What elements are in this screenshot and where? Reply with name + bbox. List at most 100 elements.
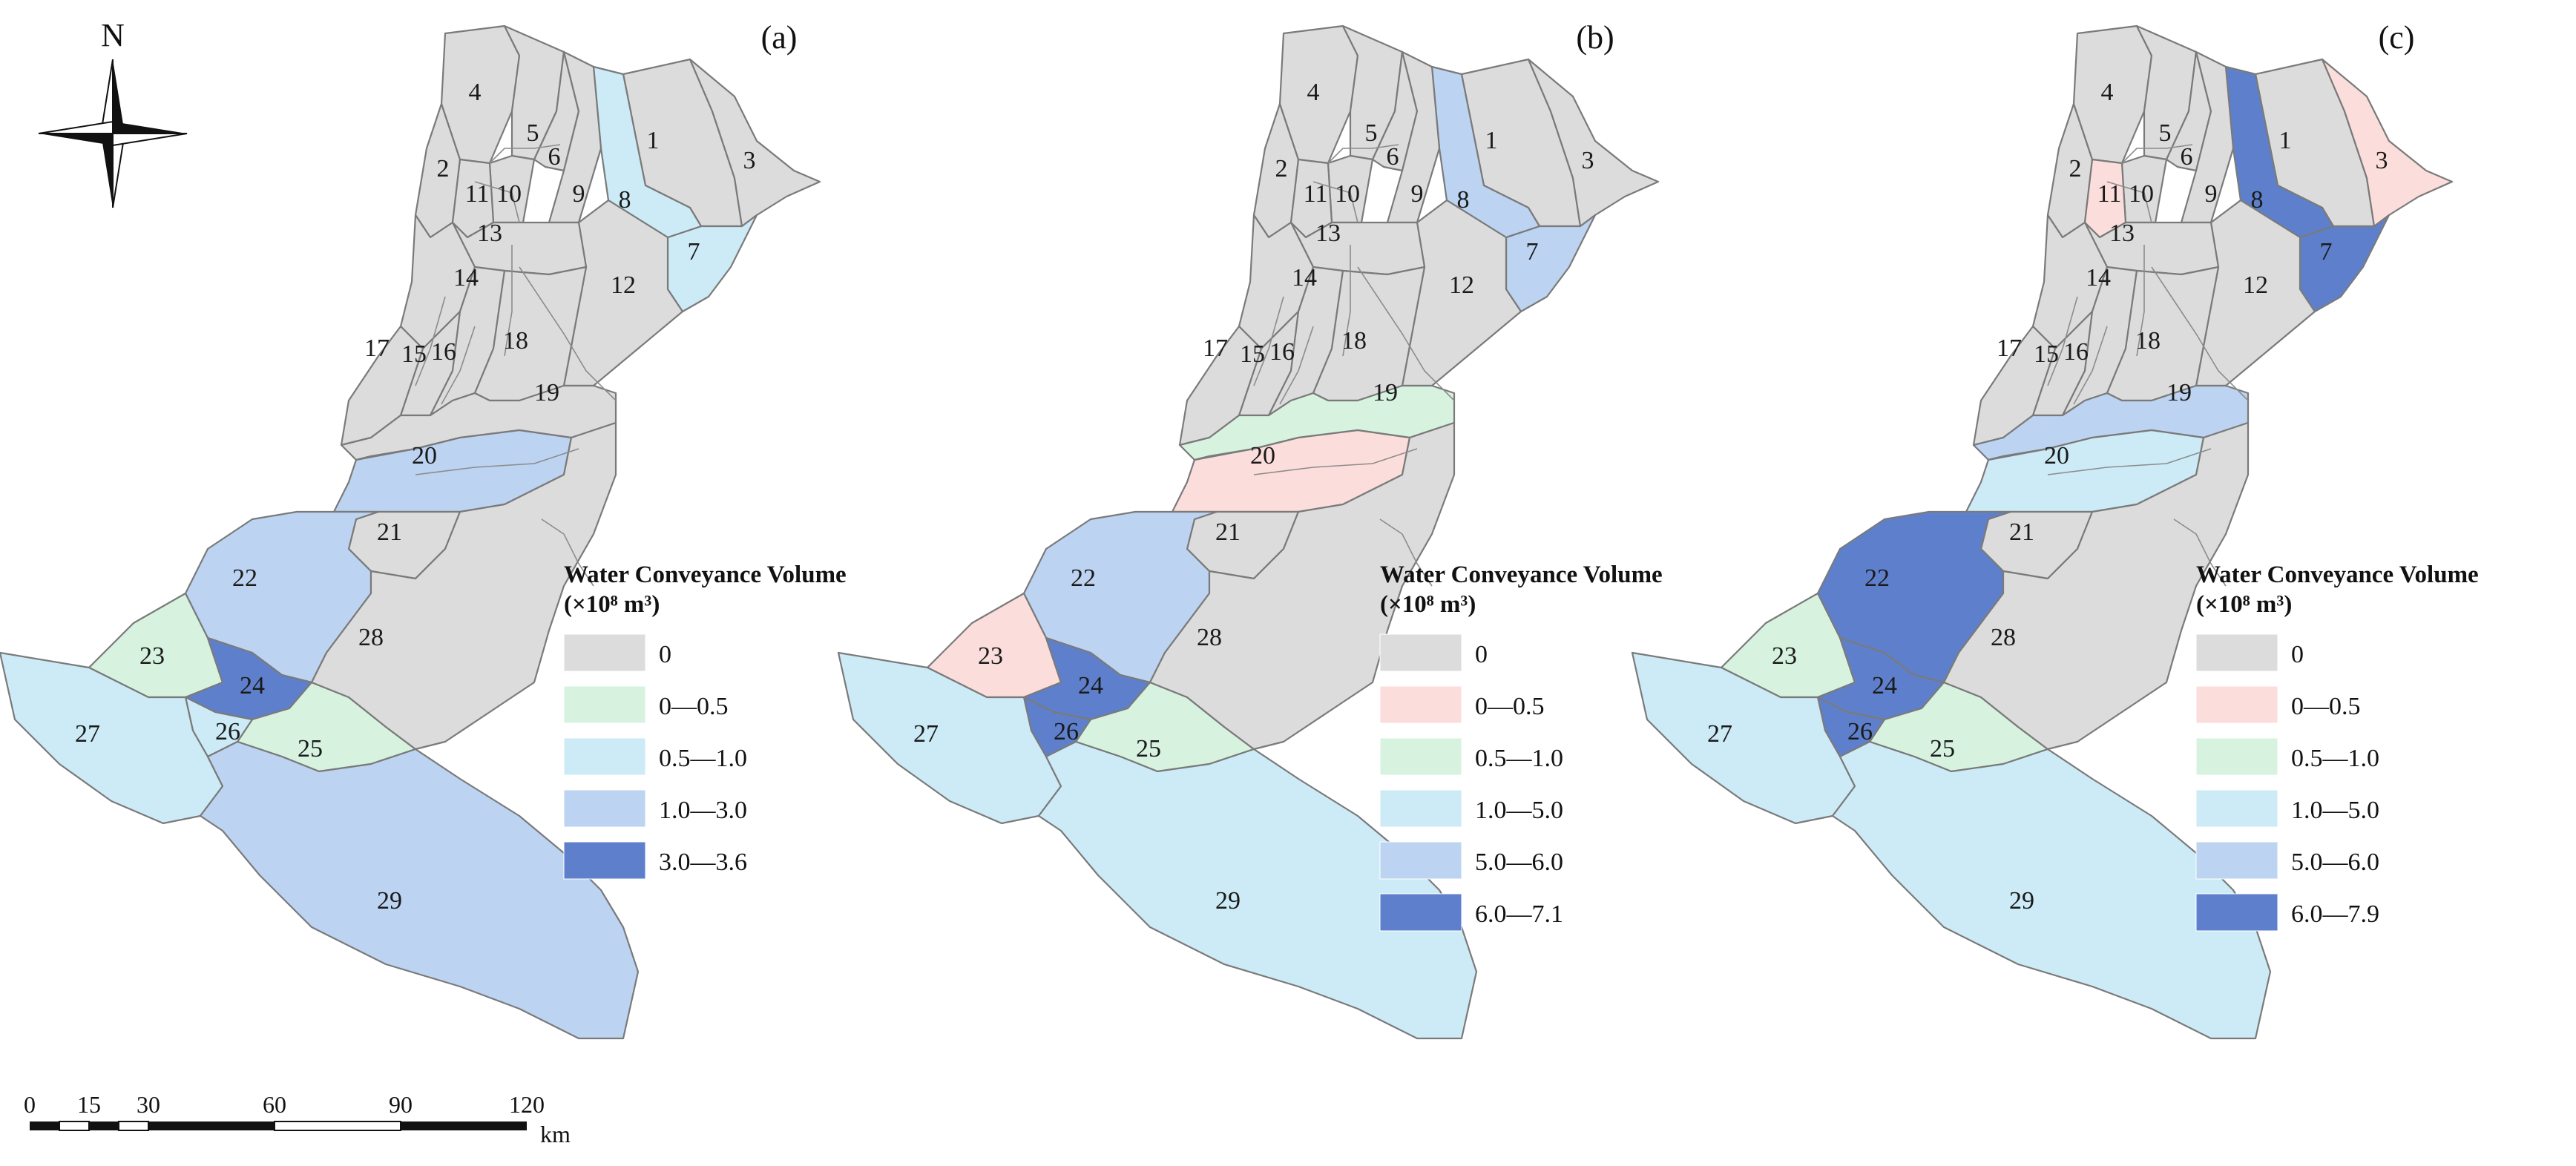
zone-label: 5 [527, 119, 539, 147]
zone-label: 15 [401, 340, 427, 368]
legend-unit: (×10⁸ m³) [564, 591, 660, 618]
legend-title: Water Conveyance Volume [564, 561, 847, 588]
zone-label: 6 [2181, 143, 2193, 171]
legend-swatch [2195, 685, 2278, 724]
zone-label: 5 [2159, 119, 2172, 147]
zone-label: 9 [2205, 180, 2218, 208]
legend-entry-label: 0.5—1.0 [659, 745, 747, 772]
legend-entry-label: 0.5—1.0 [1475, 745, 1563, 772]
zone-label: 4 [469, 79, 482, 106]
scale-segment [30, 1121, 59, 1130]
zone-label: 29 [1215, 887, 1241, 915]
scale-tick-label: 60 [263, 1091, 286, 1118]
zone-label: 14 [1292, 264, 1317, 292]
zone-label: 20 [1250, 442, 1275, 470]
legend-swatch [1379, 789, 1462, 828]
legend-entry-label: 0.5—1.0 [2291, 745, 2379, 772]
zone-label: 8 [2251, 186, 2264, 214]
scale-tick-label: 30 [137, 1091, 160, 1118]
zone-label: 21 [2009, 518, 2034, 546]
legend-entry-label: 5.0—6.0 [1475, 849, 1563, 876]
panel-label: (c) [2379, 19, 2415, 56]
zone-label: 17 [1203, 335, 1228, 362]
zone-label: 28 [358, 624, 384, 651]
legend: Water Conveyance Volume (×10⁸ m³) 0 0—0.5 0.… [1379, 561, 1663, 932]
zone-label: 27 [75, 720, 100, 748]
zone-label: 15 [2034, 340, 2059, 368]
legend-swatch [1379, 841, 1462, 880]
zone-label: 6 [548, 143, 561, 171]
zone-29 [1037, 740, 1478, 1040]
zone-label: 2 [437, 155, 450, 182]
zone-label: 8 [619, 186, 631, 214]
legend-swatch [563, 841, 646, 880]
panel-label: (a) [761, 19, 798, 56]
zone-label: 14 [2086, 264, 2111, 292]
zone-label: 24 [1872, 672, 1897, 699]
zone-label: 1 [2279, 127, 2292, 154]
panel-label: (b) [1576, 19, 1614, 56]
zone-label: 15 [1240, 340, 1265, 368]
legend-unit: (×10⁸ m³) [1380, 591, 1476, 618]
scale-unit: km [540, 1121, 571, 1147]
zone-label: 4 [1307, 79, 1320, 106]
legend-entry-label: 1.0—5.0 [2291, 797, 2379, 824]
zone-label: 13 [1315, 220, 1341, 247]
zone-label: 8 [1457, 186, 1470, 214]
zone-8 [1430, 65, 1541, 239]
zone-label: 4 [2101, 79, 2114, 106]
legend-title: Water Conveyance Volume [1380, 561, 1663, 588]
legend-entry-label: 0 [2291, 641, 2304, 668]
legend-entry-label: 6.0—7.1 [1475, 900, 1563, 928]
zone-label: 19 [1373, 379, 1398, 406]
zone-3 [1527, 58, 1660, 228]
legend-swatch [563, 737, 646, 776]
zone-label: 19 [534, 379, 559, 406]
zone-label: 22 [232, 564, 257, 592]
zone-label: 9 [1411, 180, 1424, 208]
scale-segment [59, 1121, 90, 1131]
zone-label: 23 [978, 642, 1003, 670]
legend-swatch [2195, 893, 2278, 932]
north-arrow: N [38, 17, 188, 208]
zone-label: 26 [215, 718, 240, 745]
zone-label: 19 [2166, 379, 2192, 406]
zone-label: 2 [2069, 155, 2082, 182]
legend-swatch [2195, 789, 2278, 828]
zone-label: 24 [1078, 672, 1103, 699]
legend-entry-label: 1.0—3.0 [659, 797, 747, 824]
legend-swatch [1379, 893, 1462, 932]
scale-segment [89, 1121, 119, 1130]
legend-entry-label: 0—0.5 [2291, 693, 2361, 720]
north-label: N [101, 17, 125, 53]
zone-label: 7 [1526, 238, 1539, 266]
zone-label: 20 [2044, 442, 2069, 470]
scale-tick-label: 90 [389, 1091, 413, 1118]
zone-label: 20 [412, 442, 437, 470]
zone-label: 23 [139, 642, 165, 670]
scale-segment [401, 1121, 527, 1130]
zone-label: 28 [1197, 624, 1222, 651]
zone-28 [310, 421, 617, 751]
zone-label: 21 [1215, 518, 1241, 546]
scale-segment [148, 1121, 275, 1130]
zone-label: 14 [453, 264, 479, 292]
zone-label: 3 [743, 147, 756, 174]
zone-label: 18 [503, 327, 528, 355]
scale-segment [118, 1121, 149, 1131]
legend-swatch [2195, 737, 2278, 776]
zone-label: 29 [2009, 887, 2034, 915]
zone-label: 26 [1847, 718, 1873, 745]
zone-label: 10 [2129, 180, 2154, 208]
zone-label: 5 [1365, 119, 1378, 147]
scale-tick-label: 15 [77, 1091, 101, 1118]
legend-swatch [2195, 841, 2278, 880]
legend-swatch [1379, 633, 1462, 672]
legend-swatch [563, 685, 646, 724]
zone-label: 7 [688, 238, 700, 266]
zone-28 [1942, 421, 2250, 751]
scale-tick-label: 0 [24, 1091, 36, 1118]
zone-label: 16 [2063, 338, 2089, 366]
legend-entry-label: 0—0.5 [659, 693, 729, 720]
legend-entry-label: 3.0—3.6 [659, 849, 747, 876]
